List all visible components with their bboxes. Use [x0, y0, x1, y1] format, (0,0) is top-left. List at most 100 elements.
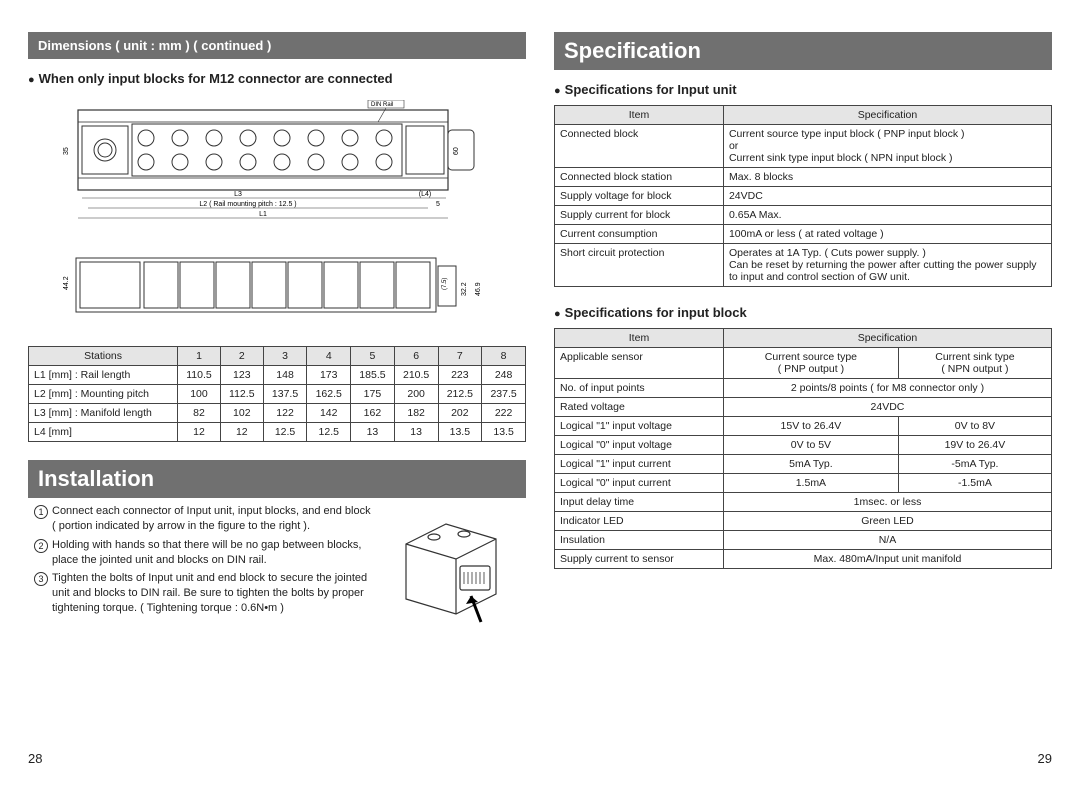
svg-text:46.9: 46.9: [475, 282, 482, 296]
spec-value: Max. 480mA/Input unit manifold: [723, 550, 1051, 569]
dim-cell: 237.5: [482, 385, 526, 404]
right-column: Specification Specifications for Input u…: [554, 32, 1052, 766]
dim-cell: 13.5: [438, 423, 482, 442]
spec-value: Current source type input block ( PNP in…: [723, 125, 1051, 168]
table-row: Current consumption100mA or less ( at ra…: [555, 225, 1052, 244]
svg-text:L2 ( Rail mounting pitch : 12.: L2 ( Rail mounting pitch : 12.5 ): [199, 201, 296, 208]
svg-text:(L4): (L4): [419, 191, 431, 198]
dim-cell: 182: [394, 404, 438, 423]
t2-h-item: Item: [555, 329, 724, 348]
spec-value: N/A: [723, 531, 1051, 550]
dim-cell: 142: [307, 404, 351, 423]
table-row: L3 [mm] : Manifold length821021221421621…: [29, 404, 526, 423]
spec-value: Green LED: [723, 512, 1051, 531]
step-number: 2: [34, 539, 48, 553]
dim-head-cell: 6: [394, 347, 438, 366]
table-row: Logical "0" input current1.5mA-1.5mA: [555, 474, 1052, 493]
dim-head-cell: 8: [482, 347, 526, 366]
table-row: Supply voltage for block24VDC: [555, 187, 1052, 206]
table-row: Logical "1" input current5mA Typ.-5mA Ty…: [555, 455, 1052, 474]
install-svg: [386, 504, 526, 634]
install-step: 1 Connect each connector of Input unit, i…: [34, 504, 376, 534]
dim-cell: 222: [482, 404, 526, 423]
spec-item: Input delay time: [555, 493, 724, 512]
top-diagram: DIN Rail 35 60 L3 (L4) L2 ( Rail mountin…: [28, 100, 526, 230]
dimensions-header-text: Dimensions ( unit : mm ) ( continued ): [38, 38, 271, 53]
spec-value-a: Current source type ( PNP output ): [723, 348, 898, 379]
spec-value-b: -5mA Typ.: [898, 455, 1051, 474]
spec-value-a: 1.5mA: [723, 474, 898, 493]
spec-value-a: 0V to 5V: [723, 436, 898, 455]
spec-value: 1msec. or less: [723, 493, 1051, 512]
svg-text:(7.5): (7.5): [442, 278, 448, 290]
side-diagram-svg: 44.2 (7.5) 32.2 46.9: [28, 246, 508, 336]
dim-cell: L3 [mm] : Manifold length: [29, 404, 178, 423]
step-number: 3: [34, 572, 48, 586]
table-row: Supply current for block0.65A Max.: [555, 206, 1052, 225]
dim-cell: 185.5: [351, 366, 395, 385]
spec-item: Connected block station: [555, 168, 724, 187]
dim-cell: L1 [mm] : Rail length: [29, 366, 178, 385]
dim-cell: 82: [178, 404, 221, 423]
dim-cell: 13.5: [482, 423, 526, 442]
dim-cell: 122: [263, 404, 307, 423]
svg-text:L1: L1: [259, 211, 267, 218]
step-text: Connect each connector of Input unit, in…: [52, 504, 376, 534]
spec-value: Max. 8 blocks: [723, 168, 1051, 187]
dim-cell: 100: [178, 385, 221, 404]
dim-head-cell: 4: [307, 347, 351, 366]
dim-cell: 12.5: [263, 423, 307, 442]
top-diagram-svg: DIN Rail 35 60 L3 (L4) L2 ( Rail mountin…: [28, 100, 508, 230]
dim-cell: 248: [482, 366, 526, 385]
table-row: Short circuit protectionOperates at 1A T…: [555, 244, 1052, 287]
dim-cell: 12.5: [307, 423, 351, 442]
spec-item: Logical "1" input current: [555, 455, 724, 474]
spec-item: Supply voltage for block: [555, 187, 724, 206]
spec-item: Current consumption: [555, 225, 724, 244]
step-number: 1: [34, 505, 48, 519]
dim-head-cell: 7: [438, 347, 482, 366]
svg-text:L3: L3: [234, 191, 242, 198]
page-number-left: 28: [28, 751, 526, 766]
spec-item: Supply current to sensor: [555, 550, 724, 569]
spec-value-a: 15V to 26.4V: [723, 417, 898, 436]
spec-input-unit-head: Specifications for Input unit: [554, 82, 1052, 97]
spec-value-b: -1.5mA: [898, 474, 1051, 493]
table-row: Applicable sensorCurrent source type ( P…: [555, 348, 1052, 379]
table-row: Logical "0" input voltage0V to 5V19V to …: [555, 436, 1052, 455]
table-row: Supply current to sensorMax. 480mA/Input…: [555, 550, 1052, 569]
spec-value-b: 0V to 8V: [898, 417, 1051, 436]
dim-cell: 110.5: [178, 366, 221, 385]
svg-text:5: 5: [436, 201, 440, 208]
specification-header: Specification: [554, 32, 1052, 70]
install-step: 3 Tighten the bolts of Input unit and end…: [34, 571, 376, 616]
dim-cell: 173: [307, 366, 351, 385]
dim-cell: 175: [351, 385, 395, 404]
spec-item: Logical "0" input voltage: [555, 436, 724, 455]
dim-head-cell: 3: [263, 347, 307, 366]
svg-text:44.2: 44.2: [63, 276, 70, 290]
table-row: Logical "1" input voltage15V to 26.4V0V …: [555, 417, 1052, 436]
dimensions-header: Dimensions ( unit : mm ) ( continued ): [28, 32, 526, 59]
dim-cell: 12: [220, 423, 263, 442]
dim-cell: 13: [394, 423, 438, 442]
dim-cell: 223: [438, 366, 482, 385]
dim-cell: 123: [220, 366, 263, 385]
step-text: Tighten the bolts of Input unit and end …: [52, 571, 376, 616]
install-step: 2 Holding with hands so that there will b…: [34, 538, 376, 568]
svg-text:35: 35: [63, 147, 70, 155]
dimensions-subhead: When only input blocks for M12 connector…: [28, 71, 526, 86]
dim-cell: 137.5: [263, 385, 307, 404]
step-text: Holding with hands so that there will be…: [52, 538, 376, 568]
dim-cell: 12: [178, 423, 221, 442]
dim-cell: 162: [351, 404, 395, 423]
side-diagram: 44.2 (7.5) 32.2 46.9: [28, 246, 526, 336]
dim-cell: 202: [438, 404, 482, 423]
spec-value: 2 points/8 points ( for M8 connector onl…: [723, 379, 1051, 398]
spec-value-a: 5mA Typ.: [723, 455, 898, 474]
installation-figure: [386, 504, 526, 634]
installation-header-text: Installation: [38, 466, 154, 492]
spec-item: Short circuit protection: [555, 244, 724, 287]
t1-h-spec: Specification: [723, 106, 1051, 125]
table-row: No. of input points2 points/8 points ( f…: [555, 379, 1052, 398]
